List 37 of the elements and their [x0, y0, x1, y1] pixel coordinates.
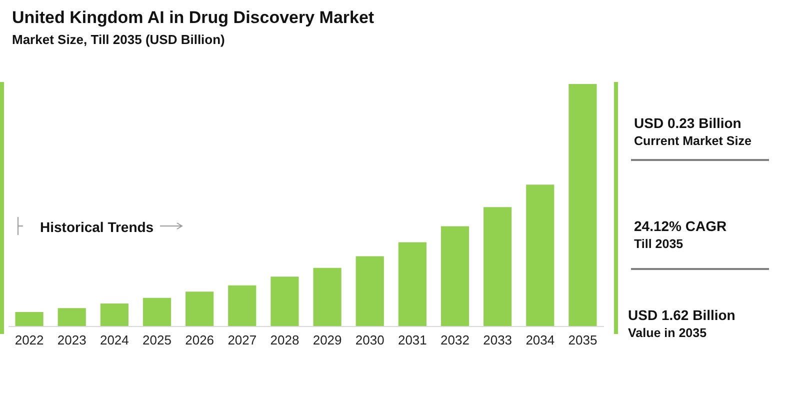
- bar: [228, 285, 256, 326]
- x-tick-label: 2028: [270, 332, 300, 348]
- x-tick-label: 2026: [185, 332, 214, 348]
- x-tick-label: 2025: [142, 332, 172, 348]
- bar: [356, 256, 384, 326]
- x-tick-label: 2023: [57, 332, 86, 348]
- bar: [398, 242, 426, 326]
- bar: [313, 268, 342, 326]
- bar: [58, 308, 86, 326]
- bar: [142, 298, 172, 326]
- x-tick-label: 2022: [14, 332, 44, 348]
- chart-subtitle: Market Size, Till 2035 (USD Billion): [12, 32, 225, 47]
- text: 24.12% CAGR: [634, 218, 727, 234]
- x-tick-label: 2027: [228, 332, 257, 348]
- x-tick-label: 2032: [440, 332, 470, 348]
- x-tick-label: 2033: [483, 332, 512, 348]
- x-tick-label: 2024: [100, 332, 129, 348]
- text: USD 1.62 Billion: [628, 307, 736, 323]
- bar: [186, 292, 214, 326]
- bar: [100, 303, 128, 326]
- x-tick-label: 2030: [355, 332, 384, 348]
- x-tick-label: 2035: [568, 332, 598, 348]
- bar: [270, 276, 299, 326]
- chart-title: United Kingdom AI in Drug Discovery Market: [12, 8, 374, 28]
- bar: [484, 207, 512, 326]
- text: Till 2035: [634, 237, 684, 251]
- bar: [568, 84, 597, 326]
- text: Current Market Size: [634, 134, 752, 148]
- x-tick-label: 2031: [398, 332, 427, 348]
- x-tick-label: 2029: [312, 332, 342, 348]
- text: Value in 2035: [628, 326, 707, 340]
- x-tick-label: 2034: [526, 332, 555, 348]
- text: USD 0.23 Billion: [634, 115, 742, 131]
- annotation: Historical Trends: [40, 219, 154, 235]
- bar: [15, 312, 44, 326]
- bar: [526, 184, 554, 326]
- bar: [440, 226, 470, 326]
